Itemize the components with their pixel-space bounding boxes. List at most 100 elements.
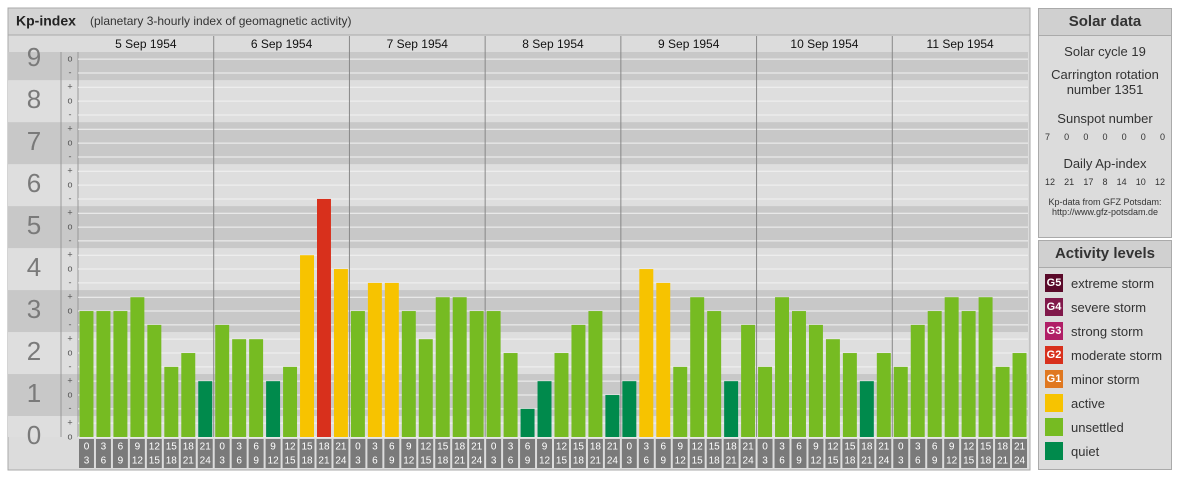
legend-label: severe storm bbox=[1071, 299, 1147, 315]
time-cell bbox=[554, 439, 569, 468]
time-label: 12 bbox=[556, 442, 568, 453]
bar bbox=[537, 381, 552, 437]
time-cell bbox=[418, 439, 434, 468]
bar bbox=[469, 311, 484, 437]
time-label: 6 bbox=[101, 456, 107, 467]
time-label: 3 bbox=[219, 456, 225, 467]
time-cell bbox=[316, 439, 332, 468]
bar bbox=[588, 311, 603, 437]
time-label: 18 bbox=[590, 442, 602, 453]
sunspot-title: Sunspot number bbox=[1057, 111, 1153, 126]
y-tick-label: - bbox=[69, 403, 72, 413]
time-cell bbox=[401, 439, 417, 468]
y-tick-label: - bbox=[69, 361, 72, 371]
bar bbox=[927, 311, 942, 437]
ap-values: 12 21 17 8 14 10 12 bbox=[1039, 171, 1171, 187]
time-cell bbox=[435, 439, 451, 468]
time-label: 12 bbox=[403, 456, 415, 467]
solar-cycle: Solar cycle 19 bbox=[1064, 44, 1146, 59]
legend-title: Activity levels bbox=[1039, 241, 1171, 268]
time-cell bbox=[452, 439, 468, 468]
time-cell bbox=[146, 439, 162, 468]
time-label: 6 bbox=[779, 456, 785, 467]
time-cell bbox=[774, 439, 790, 468]
bar bbox=[147, 324, 162, 437]
time-label: 9 bbox=[949, 442, 955, 453]
time-label: 9 bbox=[660, 456, 666, 467]
legend-label: minor storm bbox=[1071, 371, 1140, 387]
chart-title: Kp-index bbox=[16, 13, 76, 29]
time-label: 21 bbox=[743, 442, 755, 453]
time-label: 18 bbox=[709, 456, 721, 467]
time-cell bbox=[231, 439, 247, 468]
time-cell bbox=[248, 439, 264, 468]
legend-swatch: G1 bbox=[1045, 370, 1063, 388]
time-label: 18 bbox=[437, 456, 449, 467]
time-cell bbox=[214, 439, 230, 468]
time-label: 9 bbox=[677, 442, 683, 453]
time-label: 9 bbox=[270, 442, 276, 453]
time-cell bbox=[265, 439, 281, 468]
time-label: 3 bbox=[372, 442, 378, 453]
time-cell bbox=[893, 439, 909, 468]
sunspot-value: 0 bbox=[1083, 132, 1089, 142]
time-label: 3 bbox=[491, 456, 497, 467]
ap-value: 8 bbox=[1102, 177, 1108, 187]
time-label: 0 bbox=[355, 442, 361, 453]
time-label: 6 bbox=[236, 456, 242, 467]
legend-swatch: G4 bbox=[1045, 298, 1063, 316]
time-label: 3 bbox=[898, 456, 904, 467]
time-label: 18 bbox=[997, 442, 1009, 453]
bar bbox=[741, 324, 756, 437]
time-cell bbox=[842, 439, 858, 468]
time-label: 6 bbox=[118, 442, 124, 453]
day-label: 6 Sep 1954 bbox=[251, 37, 313, 51]
time-label: 6 bbox=[389, 442, 395, 453]
bar bbox=[995, 366, 1010, 437]
bar bbox=[724, 381, 739, 437]
y-tick-label: o bbox=[67, 305, 72, 315]
time-cell bbox=[655, 439, 671, 468]
time-label: 3 bbox=[84, 456, 90, 467]
time-cell bbox=[333, 439, 349, 468]
bar bbox=[164, 366, 179, 437]
day-label: 5 Sep 1954 bbox=[115, 37, 177, 51]
time-label: 15 bbox=[980, 442, 992, 453]
y-tick-label: - bbox=[69, 277, 72, 287]
bar bbox=[130, 297, 145, 437]
time-label: 18 bbox=[980, 456, 992, 467]
time-label: 21 bbox=[200, 442, 212, 453]
y-tick-label: o bbox=[67, 137, 72, 147]
bar bbox=[232, 339, 247, 437]
bar bbox=[350, 311, 365, 437]
bar bbox=[554, 353, 569, 437]
y-tick-label: + bbox=[67, 208, 72, 218]
ap-value: 12 bbox=[1154, 177, 1165, 187]
bar bbox=[418, 339, 433, 437]
ap-value: 14 bbox=[1116, 177, 1127, 187]
y-tick-label: + bbox=[67, 418, 72, 428]
y-major-label: 9 bbox=[27, 42, 41, 72]
time-cell bbox=[910, 439, 926, 468]
bar bbox=[825, 339, 840, 437]
legend-item: G3 strong storm bbox=[1045, 322, 1171, 340]
bar bbox=[842, 353, 857, 437]
time-label: 15 bbox=[284, 456, 296, 467]
time-label: 24 bbox=[607, 456, 619, 467]
time-cell bbox=[299, 439, 315, 468]
time-label: 15 bbox=[556, 456, 568, 467]
time-cell bbox=[503, 439, 519, 468]
time-label: 12 bbox=[539, 456, 551, 467]
panel-title: Solar data bbox=[1039, 9, 1171, 36]
y-major-label: 2 bbox=[27, 336, 41, 366]
day-label: 11 Sep 1954 bbox=[927, 37, 994, 51]
bar bbox=[317, 198, 331, 437]
time-label: 12 bbox=[149, 442, 161, 453]
time-label: 12 bbox=[963, 442, 975, 453]
ap-value: 12 bbox=[1045, 177, 1056, 187]
time-label: 12 bbox=[268, 456, 280, 467]
time-label: 3 bbox=[236, 442, 242, 453]
y-tick-label: + bbox=[67, 82, 72, 92]
band bbox=[8, 52, 1028, 81]
